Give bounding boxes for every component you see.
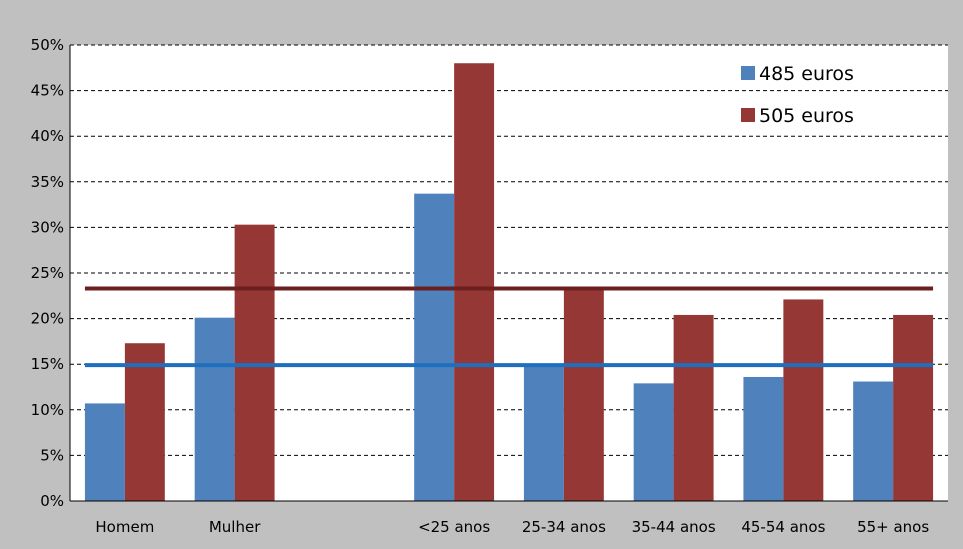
bars	[84, 63, 934, 502]
bar	[893, 314, 934, 501]
reference-lines	[84, 286, 934, 368]
y-tick-label: 30%	[31, 218, 64, 236]
y-tick-label: 0%	[40, 492, 64, 510]
bar	[563, 288, 604, 501]
bar	[743, 376, 784, 501]
x-tick-label: 45-54 anos	[741, 518, 825, 536]
y-tick-label: 20%	[31, 310, 64, 328]
x-tick-label: 25-34 anos	[522, 518, 606, 536]
bar	[633, 383, 674, 501]
y-tick-label: 15%	[31, 355, 64, 373]
bar	[124, 343, 165, 501]
x-axis-labels: Homem Mulher <25 anos 25-34 anos 35-44 anos 4…	[95, 518, 929, 536]
y-tick-label: 40%	[31, 127, 64, 145]
bar	[84, 403, 125, 501]
bar	[194, 317, 235, 501]
y-tick-label: 45%	[31, 82, 64, 100]
x-tick-label: Homem	[95, 518, 154, 536]
bar	[523, 364, 564, 501]
legend-label: 505 euros	[759, 105, 854, 127]
bar	[853, 381, 894, 501]
legend: 485 euros 505 euros	[741, 63, 854, 127]
bar	[783, 299, 824, 501]
bar	[673, 314, 714, 501]
y-axis-ticks: 0% 5% 10% 15% 20% 25% 30% 35% 40% 45% 50%	[31, 36, 64, 510]
x-tick-label: 55+ anos	[857, 518, 929, 536]
bar	[414, 193, 455, 501]
x-tick-label: Mulher	[209, 518, 261, 536]
y-tick-label: 35%	[31, 173, 64, 191]
y-tick-label: 10%	[31, 401, 64, 419]
x-tick-label: 35-44 anos	[632, 518, 716, 536]
legend-label: 485 euros	[759, 63, 854, 85]
y-tick-label: 5%	[40, 446, 64, 464]
legend-swatch	[741, 108, 755, 122]
bar	[454, 63, 495, 502]
x-tick-label: <25 anos	[418, 518, 490, 536]
legend-swatch	[741, 66, 755, 80]
y-tick-label: 50%	[31, 36, 64, 54]
y-tick-label: 25%	[31, 264, 64, 282]
bar	[234, 224, 275, 501]
